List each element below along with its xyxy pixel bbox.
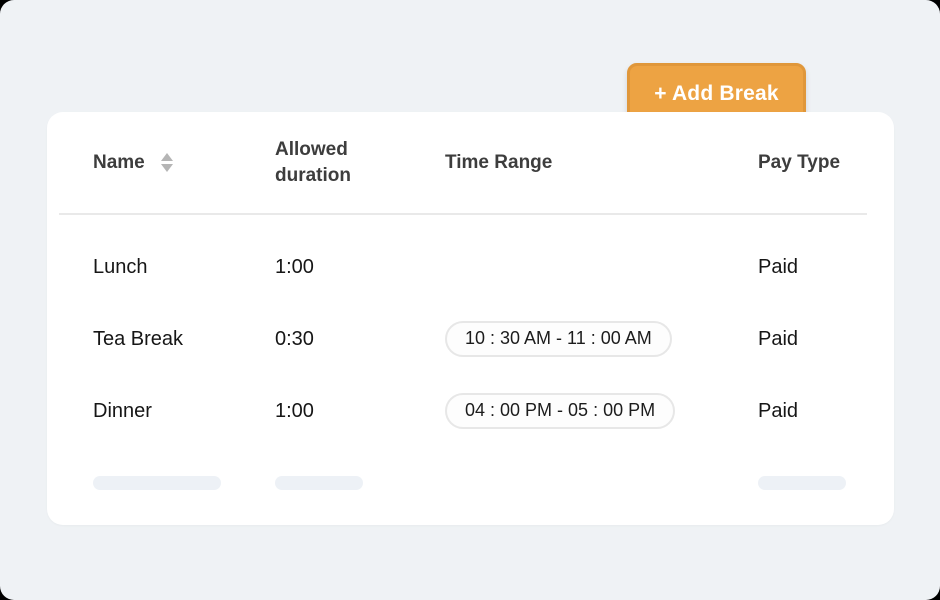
table-row[interactable]: Dinner 1:00 04 : 00 PM - 05 : 00 PM Paid [47, 375, 894, 447]
table-row[interactable]: Lunch 1:00 Paid [47, 231, 894, 303]
break-name-cell: Dinner [93, 399, 152, 422]
time-range-cell: 04 : 00 PM - 05 : 00 PM [445, 393, 758, 429]
time-range-cell: 10 : 30 AM - 11 : 00 AM [445, 321, 758, 357]
allowed-duration-cell: 1:00 [275, 255, 314, 278]
column-header-time-range-label: Time Range [445, 151, 553, 173]
allowed-duration-cell: 1:00 [275, 399, 314, 422]
breaks-table-card: Name Allowed duration Time Range Pay Typ… [47, 112, 894, 525]
column-header-name[interactable]: Name [93, 150, 275, 176]
pay-type-cell: Paid [758, 327, 799, 350]
header-divider [59, 213, 867, 215]
table-body: Lunch 1:00 Paid Tea Break 0:30 10 : 30 A… [47, 215, 894, 519]
skeleton-bar-pay-type [758, 476, 846, 490]
time-range-pill[interactable]: 04 : 00 PM - 05 : 00 PM [445, 393, 676, 429]
table-header-row: Name Allowed duration Time Range Pay Typ… [47, 112, 894, 213]
column-header-time-range: Time Range [445, 150, 758, 176]
sort-down-arrow-icon [160, 163, 173, 172]
break-name-cell: Lunch [93, 255, 148, 278]
column-header-name-label: Name [93, 151, 145, 173]
time-range-pill[interactable]: 10 : 30 AM - 11 : 00 AM [445, 321, 672, 357]
loading-skeleton-row [47, 447, 894, 519]
column-header-allowed-duration: Allowed duration [275, 137, 445, 188]
break-name-cell: Tea Break [93, 327, 184, 350]
skeleton-bar-duration [275, 476, 363, 490]
column-header-pay-type-label: Pay Type [758, 151, 841, 173]
table-row[interactable]: Tea Break 0:30 10 : 30 AM - 11 : 00 AM P… [47, 303, 894, 375]
skeleton-bar-name [93, 476, 221, 490]
column-header-allowed-duration-label: Allowed duration [275, 138, 351, 186]
sort-icon[interactable] [160, 152, 173, 172]
column-header-pay-type: Pay Type [758, 150, 867, 176]
pay-type-cell: Paid [758, 255, 799, 278]
allowed-duration-cell: 0:30 [275, 327, 314, 350]
sort-up-arrow-icon [160, 152, 173, 161]
pay-type-cell: Paid [758, 399, 799, 422]
